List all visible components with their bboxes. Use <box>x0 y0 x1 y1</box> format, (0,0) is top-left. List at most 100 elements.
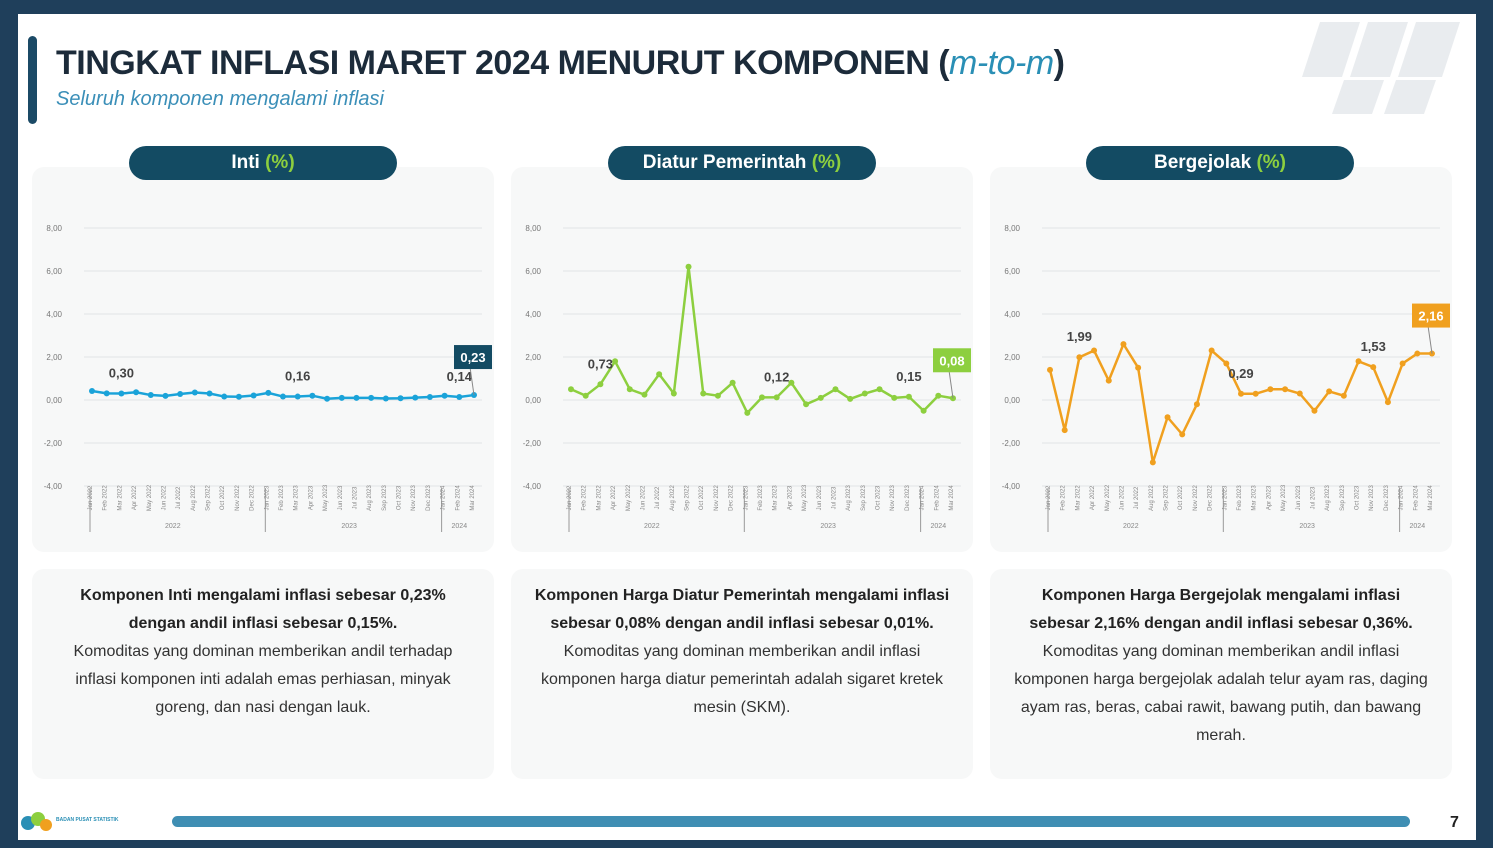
data-point <box>412 394 419 401</box>
slide: TINGKAT INFLASI MARET 2024 MENURUT KOMPO… <box>18 14 1476 840</box>
data-point <box>1208 347 1215 354</box>
data-point <box>103 390 110 397</box>
x-tick-label: Oct 2022 <box>699 485 705 510</box>
x-tick-label: Aug 2022 <box>1149 484 1155 510</box>
data-label: 1,99 <box>1067 329 1092 344</box>
data-point <box>1120 341 1127 348</box>
data-point <box>920 407 927 414</box>
x-tick-label: Jan 2024 <box>441 485 447 510</box>
x-year-label: 2023 <box>341 523 357 530</box>
chart-panel-diatur-pemerintah <box>511 167 973 552</box>
x-tick-label: Mar 2022 <box>596 485 602 511</box>
x-tick-label: Dec 2023 <box>905 484 911 510</box>
data-point <box>641 391 648 398</box>
x-tick-label: Apr 2022 <box>611 485 617 510</box>
x-year-label: 2024 <box>452 523 468 530</box>
data-label: 0,73 <box>588 356 613 371</box>
x-tick-label: Nov 2022 <box>1193 484 1199 510</box>
description-highlight: Komponen Inti mengalami inflasi sebesar … <box>80 587 446 632</box>
data-point <box>597 381 604 388</box>
pill-diatur-pemerintah: Diatur Pemerintah (%) <box>608 146 876 180</box>
x-tick-label: Aug 2022 <box>191 484 197 510</box>
pill-unit: (%) <box>1256 152 1286 173</box>
x-tick-label: Mar 2024 <box>949 485 955 511</box>
y-tick-label: 0,00 <box>525 396 541 405</box>
footer-org-name: BADAN PUSAT STATISTIK <box>56 817 119 823</box>
x-tick-label: Jul 2023 <box>352 486 358 509</box>
page-title: TINGKAT INFLASI MARET 2024 MENURUT KOMPO… <box>56 44 1065 83</box>
data-point <box>1076 354 1083 361</box>
data-point <box>1414 350 1421 357</box>
x-tick-label: Aug 2023 <box>846 484 852 510</box>
pill-label: Diatur Pemerintah <box>642 152 812 173</box>
data-point <box>133 389 140 396</box>
x-tick-label: Aug 2023 <box>367 484 373 510</box>
data-point <box>891 394 898 401</box>
y-tick-label: 6,00 <box>1004 267 1020 276</box>
x-tick-label: May 2023 <box>323 484 329 511</box>
x-tick-label: Mar 2023 <box>294 485 300 511</box>
x-tick-label: May 2022 <box>626 484 632 511</box>
x-tick-label: Jun 2022 <box>161 485 167 510</box>
x-tick-label: Mar 2024 <box>470 485 476 511</box>
x-tick-label: Feb 2022 <box>103 485 109 511</box>
x-tick-label: Feb 2023 <box>279 485 285 511</box>
x-tick-label: Sep 2022 <box>685 484 691 510</box>
x-tick-label: Feb 2022 <box>1061 485 1067 511</box>
data-point <box>582 392 589 399</box>
data-label: 0,15 <box>896 369 921 384</box>
x-tick-label: Nov 2023 <box>890 484 896 510</box>
x-tick-label: Feb 2024 <box>455 485 461 511</box>
data-point <box>729 379 736 386</box>
data-point <box>685 263 692 270</box>
x-tick-label: Oct 2022 <box>220 485 226 510</box>
data-point <box>1282 386 1289 393</box>
data-point <box>1091 347 1098 354</box>
x-year-label: 2022 <box>644 523 660 530</box>
last-value-label: 2,16 <box>1418 309 1443 324</box>
data-label: 0,30 <box>109 366 134 381</box>
last-value-label: 0,23 <box>460 350 485 365</box>
x-year-label: 2023 <box>820 523 836 530</box>
description-bergejolak: Komponen Harga Bergejolak mengalami infl… <box>1011 582 1431 750</box>
x-tick-label: Jan 2022 <box>1046 485 1052 510</box>
data-point <box>382 395 389 402</box>
description-diatur-pemerintah: Komponen Harga Diatur Pemerintah mengala… <box>532 582 952 722</box>
data-point <box>294 393 301 400</box>
y-tick-label: 8,00 <box>1004 224 1020 233</box>
x-year-label: 2024 <box>1410 523 1426 530</box>
x-tick-label: Feb 2023 <box>1237 485 1243 511</box>
x-tick-label: Nov 2023 <box>1369 484 1375 510</box>
x-tick-label: Jun 2022 <box>640 485 646 510</box>
x-tick-label: Dec 2023 <box>1384 484 1390 510</box>
data-point <box>1384 399 1391 406</box>
data-point <box>89 387 95 394</box>
x-tick-label: Jan 2023 <box>264 485 270 510</box>
y-tick-label: 2,00 <box>525 353 541 362</box>
description-text: Komoditas yang dominan memberikan andil … <box>73 643 453 716</box>
x-tick-label: Sep 2023 <box>1340 484 1346 510</box>
data-point <box>441 392 448 399</box>
y-tick-label: 0,00 <box>1004 396 1020 405</box>
x-tick-label: Jun 2023 <box>338 485 344 510</box>
pill-unit: (%) <box>811 152 842 173</box>
x-tick-label: Apr 2022 <box>1090 485 1096 510</box>
data-point <box>118 390 125 397</box>
y-tick-label: 8,00 <box>525 224 541 233</box>
data-point <box>191 389 198 396</box>
y-tick-label: -4,00 <box>44 482 63 491</box>
data-point <box>1399 360 1406 367</box>
y-tick-label: 6,00 <box>525 267 541 276</box>
x-tick-label: Jan 2023 <box>1222 485 1228 510</box>
data-point <box>147 392 154 399</box>
x-tick-label: Mar 2023 <box>773 485 779 511</box>
data-point <box>1135 364 1142 371</box>
data-point <box>626 386 633 393</box>
y-tick-label: -2,00 <box>1002 439 1021 448</box>
x-tick-label: Feb 2024 <box>934 485 940 511</box>
x-tick-label: Mar 2022 <box>1075 485 1081 511</box>
y-tick-label: 0,00 <box>46 396 62 405</box>
callout-leader <box>1427 325 1433 354</box>
data-point <box>817 394 824 401</box>
x-tick-label: Oct 2022 <box>1178 485 1184 510</box>
